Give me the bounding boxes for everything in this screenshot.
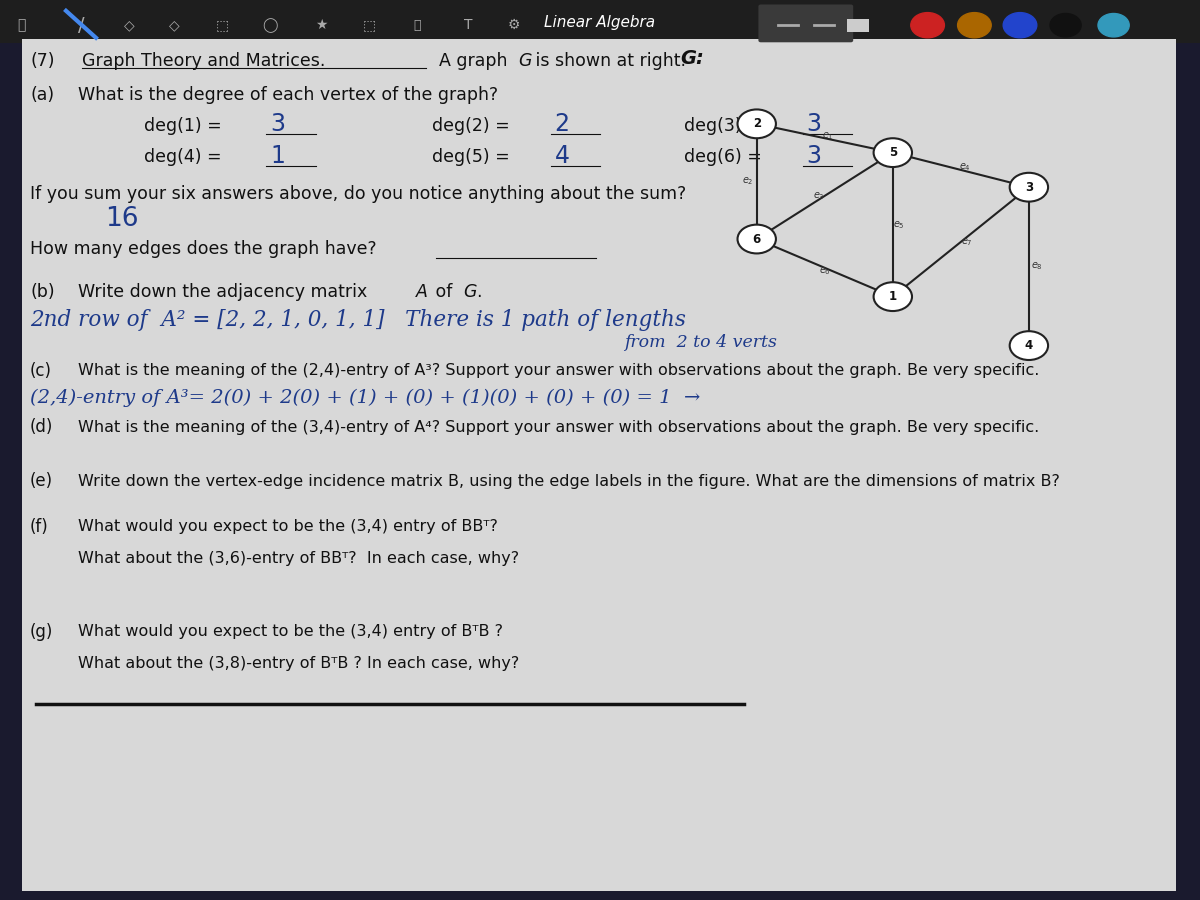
Circle shape: [1009, 331, 1048, 360]
Text: (7): (7): [30, 52, 54, 70]
Text: deg(6) =: deg(6) =: [684, 148, 762, 166]
Text: What is the meaning of the (3,4)-entry of A⁴? Support your answer with observati: What is the meaning of the (3,4)-entry o…: [78, 420, 1039, 435]
Text: (d): (d): [30, 418, 53, 436]
Circle shape: [1050, 14, 1081, 37]
Text: ⬚: ⬚: [364, 18, 376, 32]
FancyBboxPatch shape: [847, 19, 869, 32]
Text: .: .: [476, 283, 482, 301]
Text: (f): (f): [30, 518, 49, 536]
Text: G: G: [518, 52, 532, 70]
Text: deg(2) =: deg(2) =: [432, 117, 510, 135]
Circle shape: [738, 110, 776, 139]
Text: Write down the adjacency matrix: Write down the adjacency matrix: [78, 283, 367, 301]
Text: What would you expect to be the (3,4) entry of BBᵀ?: What would you expect to be the (3,4) en…: [78, 519, 498, 534]
Text: 3: 3: [806, 112, 822, 136]
Text: Linear Algebra: Linear Algebra: [545, 15, 655, 30]
Text: 5: 5: [889, 146, 896, 159]
Text: (c): (c): [30, 362, 52, 380]
Text: ⚙: ⚙: [508, 18, 520, 32]
Text: deg(5) =: deg(5) =: [432, 148, 510, 166]
Text: (e): (e): [30, 472, 53, 490]
Text: ◯: ◯: [263, 18, 277, 32]
Text: (a): (a): [30, 86, 54, 104]
Text: What would you expect to be the (3,4) entry of BᵀB ?: What would you expect to be the (3,4) en…: [78, 625, 503, 639]
Text: deg(1) =: deg(1) =: [144, 117, 222, 135]
Text: G: G: [463, 283, 476, 301]
Text: from  2 to 4 verts: from 2 to 4 verts: [624, 335, 776, 351]
Text: deg(4) =: deg(4) =: [144, 148, 222, 166]
Text: $e_{7}$: $e_{7}$: [961, 236, 973, 248]
Text: ◇: ◇: [125, 18, 134, 32]
Text: /: /: [78, 15, 85, 35]
Text: $e_{3}$: $e_{3}$: [812, 190, 824, 202]
Text: 2: 2: [554, 112, 570, 136]
Circle shape: [958, 13, 991, 38]
Text: $e_{4}$: $e_{4}$: [959, 161, 971, 173]
FancyBboxPatch shape: [758, 4, 853, 42]
Text: G:: G:: [680, 49, 704, 68]
Circle shape: [738, 225, 776, 254]
Text: ⌕: ⌕: [18, 18, 25, 32]
Text: 4: 4: [554, 144, 570, 167]
Text: $e_{6}$: $e_{6}$: [818, 266, 830, 277]
Text: What about the (3,6)-entry of BBᵀ?  In each case, why?: What about the (3,6)-entry of BBᵀ? In ea…: [78, 551, 520, 565]
Text: $e_{2}$: $e_{2}$: [742, 176, 754, 187]
FancyBboxPatch shape: [0, 0, 1200, 43]
Circle shape: [874, 139, 912, 167]
Text: What is the meaning of the (2,4)-entry of A³? Support your answer with observati: What is the meaning of the (2,4)-entry o…: [78, 364, 1039, 378]
Circle shape: [1098, 14, 1129, 37]
Text: ⬛: ⬛: [414, 19, 421, 32]
Text: What is the degree of each vertex of the graph?: What is the degree of each vertex of the…: [78, 86, 498, 104]
Text: 2nd row of  A² = [2, 2, 1, 0, 1, 1]   There is 1 path of lengths: 2nd row of A² = [2, 2, 1, 0, 1, 1] There…: [30, 310, 686, 331]
Text: 2: 2: [752, 117, 761, 130]
Text: 16: 16: [106, 206, 139, 231]
Text: ⬚: ⬚: [216, 18, 228, 32]
Text: Graph Theory and Matrices.: Graph Theory and Matrices.: [82, 52, 325, 70]
Text: ★: ★: [316, 18, 328, 32]
Text: $e_{1}$: $e_{1}$: [822, 130, 834, 141]
Text: 3: 3: [806, 144, 822, 167]
Text: 1: 1: [889, 290, 896, 303]
Text: 4: 4: [1025, 339, 1033, 352]
Text: 6: 6: [752, 232, 761, 246]
Text: (g): (g): [30, 623, 53, 641]
Text: How many edges does the graph have?: How many edges does the graph have?: [30, 240, 377, 258]
Circle shape: [911, 13, 944, 38]
Text: A graph: A graph: [428, 52, 514, 70]
Circle shape: [1003, 13, 1037, 38]
Text: 3: 3: [1025, 181, 1033, 194]
Text: 1: 1: [270, 144, 284, 167]
Text: Write down the vertex-edge incidence matrix B, using the edge labels in the figu: Write down the vertex-edge incidence mat…: [78, 474, 1060, 489]
Text: is shown at right.: is shown at right.: [530, 52, 686, 70]
Text: of: of: [430, 283, 457, 301]
Text: T: T: [463, 18, 473, 32]
Text: ◇: ◇: [169, 18, 179, 32]
Text: (b): (b): [30, 283, 55, 301]
Text: 3: 3: [270, 112, 286, 136]
Text: A: A: [416, 283, 428, 301]
Text: If you sum your six answers above, do you notice anything about the sum?: If you sum your six answers above, do yo…: [30, 185, 686, 203]
Text: $e_{5}$: $e_{5}$: [893, 219, 905, 230]
Text: deg(3) =: deg(3) =: [684, 117, 762, 135]
Circle shape: [874, 283, 912, 311]
FancyBboxPatch shape: [22, 39, 1176, 891]
Text: $e_{8}$: $e_{8}$: [1031, 260, 1043, 273]
Text: What about the (3,8)-entry of BᵀB ? In each case, why?: What about the (3,8)-entry of BᵀB ? In e…: [78, 656, 520, 670]
Text: (2,4)-entry of A³= 2(0) + 2(0) + (1) + (0) + (1)(0) + (0) + (0) = 1  →: (2,4)-entry of A³= 2(0) + 2(0) + (1) + (…: [30, 389, 701, 407]
Circle shape: [1009, 173, 1048, 202]
